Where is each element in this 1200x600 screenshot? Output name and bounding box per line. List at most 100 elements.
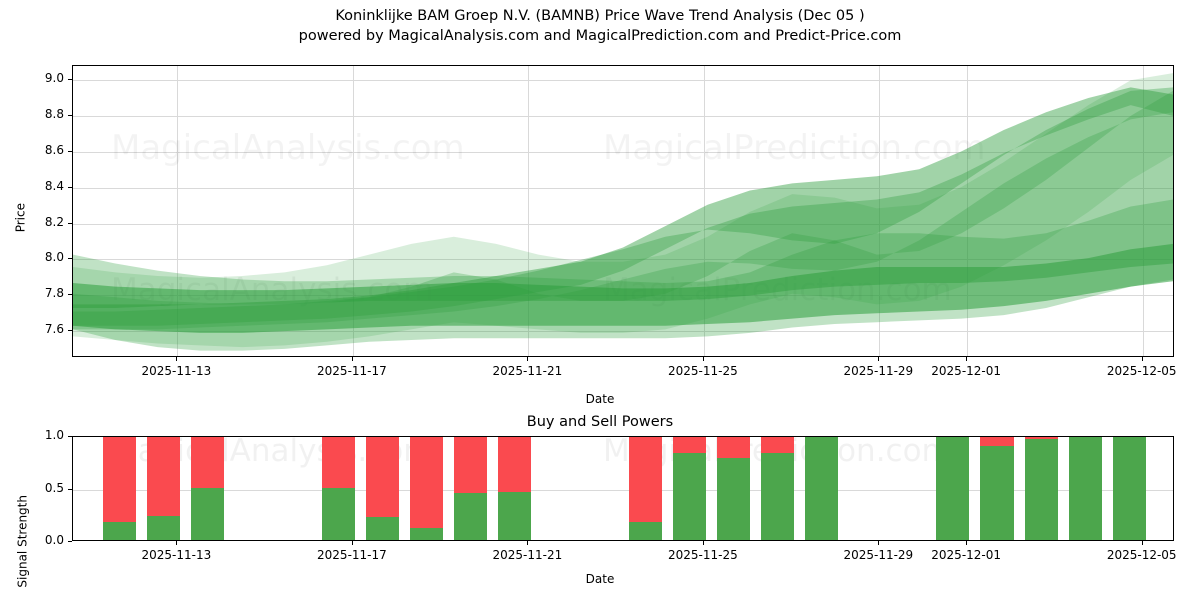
wave-band-mid-fan-lower [73,90,1173,330]
powers-x-tick: 2025-11-13 [141,548,212,562]
power-bar-sell-segment [717,437,751,459]
powers-x-tickmark [176,541,178,545]
wave-x-tickmark [966,357,968,361]
powers-y-tickmark [68,488,72,490]
power-bar-buy-segment [322,487,356,540]
wave-gridline-v [352,66,354,356]
powers-x-tickmark [966,541,968,545]
price-wave-bands [73,73,1173,351]
wave-y-tick: 8.2 [44,214,64,229]
wave-x-tickmark [1141,357,1143,361]
wave-y-tickmark [68,186,72,188]
powers-x-tickmark [1141,541,1143,545]
wave-y-tickmark [68,258,72,260]
power-bar-buy-segment [936,437,970,540]
price-wave-plot-area[interactable]: MagicalAnalysis.com MagicalPrediction.co… [72,65,1174,357]
power-bar[interactable] [717,437,751,540]
power-bar[interactable] [322,437,356,540]
powers-x-tickmark [702,541,704,545]
power-bar-buy-segment [673,452,707,540]
wave-x-axis-label: Date [585,392,615,406]
wave-x-tick: 2025-11-13 [141,364,212,378]
wave-y-tick: 9.0 [44,71,64,86]
wave-gridline-h [73,80,1173,82]
wave-y-tickmark [68,79,72,81]
power-bar[interactable] [1068,437,1102,540]
page-title: Koninklijke BAM Groep N.V. (BAMNB) Price… [0,6,1200,46]
power-bar-sell-segment [146,437,180,516]
wave-gridline-h [73,331,1173,333]
power-bar-buy-segment [366,516,400,540]
power-bar[interactable] [454,437,488,540]
wave-y-tickmark [68,115,72,117]
powers-y-tickmark [68,436,72,437]
wave-x-tickmark [527,357,529,361]
wave-y-tick: 8.0 [44,250,64,265]
power-bar[interactable] [190,437,224,540]
power-bar-sell-segment [366,437,400,517]
wave-x-tick: 2025-11-21 [492,364,563,378]
power-bar[interactable] [805,437,839,540]
powers-x-axis-label: Date [585,572,615,586]
wave-x-tick: 2025-11-25 [668,364,738,378]
power-bar[interactable] [146,437,180,540]
power-bar[interactable] [628,437,662,540]
powers-y-tickmark [68,541,72,542]
power-bar[interactable] [761,437,795,540]
wave-y-tick: 7.8 [44,286,64,301]
power-bar[interactable] [102,437,136,540]
power-bar-sell-segment [454,437,488,493]
powers-x-tick: 2025-11-29 [843,548,914,562]
wave-x-tickmark [351,357,353,361]
wave-gridline-h [73,259,1173,261]
powers-y-tick: 1.0 [44,428,64,442]
wave-x-tick: 2025-12-01 [931,364,1002,378]
wave-band-band-3-upper [73,87,1173,308]
wave-gridline-h [73,151,1173,153]
powers-x-tickmark [351,541,353,545]
power-bar-buy-segment [1024,439,1058,540]
power-bar-buy-segment [717,458,751,540]
wave-gridline-v [177,66,179,356]
wave-y-tickmark [68,150,72,152]
wave-gridline-h [73,223,1173,225]
power-bar[interactable] [366,437,400,540]
power-bar-sell-segment [936,437,970,438]
power-bar[interactable] [1112,437,1146,540]
power-bar-buy-segment [1068,437,1102,540]
wave-gridline-v [703,66,705,356]
wave-y-tickmark [68,222,72,224]
power-bar-buy-segment [980,445,1014,540]
powers-x-tickmark [527,541,529,545]
powers-x-tick: 2025-11-25 [668,548,738,562]
power-bar[interactable] [980,437,1014,540]
power-bar[interactable] [410,437,444,540]
powers-x-tick: 2025-12-01 [931,548,1002,562]
power-bar[interactable] [673,437,707,540]
wave-band-low-fan-lower [73,73,1173,348]
wave-gridline-v [967,66,969,356]
power-bar-buy-segment [628,522,662,540]
wave-x-tick: 2025-11-29 [843,364,914,378]
wave-x-tickmark [176,357,178,361]
wave-x-tick: 2025-11-17 [317,364,387,378]
buy-sell-powers-plot-area[interactable]: MagicalAnalysis.com MagicalPrediction.co… [72,436,1174,541]
powers-x-tick: 2025-12-05 [1106,548,1177,562]
wave-x-tick: 2025-12-05 [1106,364,1177,378]
power-bar[interactable] [936,437,970,540]
wave-gridline-v [1142,66,1144,356]
power-bar[interactable] [1024,437,1058,540]
power-bar-buy-segment [805,437,839,540]
wave-x-tickmark [702,357,704,361]
wave-gridline-h [73,187,1173,189]
power-bar[interactable] [498,437,532,540]
power-bar-sell-segment [673,437,707,453]
power-bar-sell-segment [190,437,224,488]
wave-y-tick: 8.6 [44,142,64,157]
powers-x-tickmark [878,541,880,545]
power-bar-sell-segment [628,437,662,523]
power-bar-sell-segment [1024,437,1058,440]
power-bar-buy-segment [761,452,795,540]
wave-y-tick: 7.6 [44,322,64,337]
powers-x-tick: 2025-11-17 [317,548,387,562]
